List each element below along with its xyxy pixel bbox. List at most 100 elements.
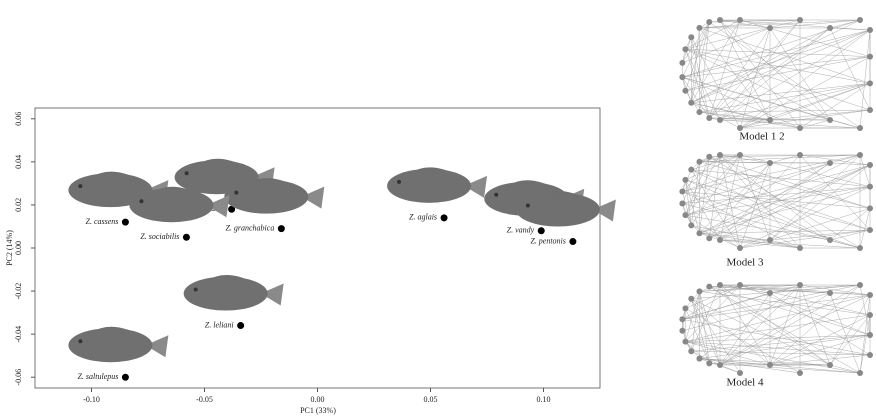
- point-label: Z. leliani: [205, 320, 234, 329]
- fish-eye: [234, 191, 238, 195]
- network-node: [696, 356, 702, 362]
- network-node: [696, 109, 702, 115]
- network-edge: [830, 120, 860, 128]
- network-node: [688, 222, 694, 228]
- network-node: [706, 284, 712, 290]
- fish-body: [516, 193, 600, 227]
- network-node: [737, 370, 743, 376]
- network-node: [688, 100, 694, 106]
- fish-eye: [139, 199, 143, 203]
- network-node: [767, 117, 773, 123]
- network-edge: [800, 155, 870, 230]
- network-edge: [685, 295, 870, 342]
- network-edge: [699, 291, 720, 365]
- network-node: [767, 362, 773, 368]
- x-tick-label: 0.00: [311, 395, 325, 404]
- y-tick-label: -0.02: [14, 283, 23, 300]
- network-node: [827, 25, 833, 31]
- network-node: [737, 245, 743, 251]
- fish-eye: [494, 193, 498, 197]
- network-edge: [685, 165, 870, 215]
- network-node: [696, 230, 702, 236]
- network-edge: [770, 110, 870, 120]
- network-edge: [830, 208, 870, 240]
- network-node: [867, 27, 873, 33]
- network-edge: [770, 293, 870, 355]
- network-node: [867, 292, 873, 298]
- network-edge: [720, 365, 740, 373]
- network-edge: [682, 77, 800, 128]
- network-edge: [682, 22, 709, 63]
- network-node: [682, 177, 688, 183]
- point: [569, 238, 576, 245]
- network-node: [797, 245, 803, 251]
- network-node: [706, 19, 712, 25]
- fish-eye: [78, 339, 82, 343]
- network-node: [696, 288, 702, 294]
- fish-eye: [185, 171, 189, 175]
- network-edge: [691, 351, 720, 365]
- model-label: Model 3: [727, 257, 764, 269]
- network-node: [688, 348, 694, 354]
- fish-body: [184, 277, 268, 311]
- network-node: [867, 227, 873, 233]
- point-label: Z. aglais: [409, 213, 437, 222]
- network-node: [867, 54, 873, 60]
- network-node: [717, 17, 723, 23]
- network-edge: [699, 291, 870, 315]
- network-edge: [720, 293, 770, 365]
- network-node: [867, 80, 873, 86]
- network-node: [867, 332, 873, 338]
- point: [237, 322, 244, 329]
- network-node: [857, 370, 863, 376]
- x-axis-label: PC1 (33%): [300, 406, 336, 415]
- network-node: [827, 362, 833, 368]
- network-node: [688, 296, 694, 302]
- network-node: [867, 352, 873, 358]
- network-node: [797, 125, 803, 131]
- network-node: [867, 162, 873, 168]
- network-node: [717, 152, 723, 158]
- network-edge: [720, 163, 830, 240]
- network-node: [867, 184, 873, 190]
- network-node: [767, 290, 773, 296]
- network-edge: [830, 315, 870, 365]
- network-edge: [830, 240, 860, 248]
- point-label: Z. cassens: [86, 217, 119, 226]
- fish-image: [387, 167, 487, 203]
- figure: PC1 (33%) PC2 (14%) Model 1 2 Model 3 Mo…: [0, 0, 876, 419]
- network-edge: [770, 155, 860, 240]
- point-label: Z. sociabilis: [140, 232, 179, 241]
- network-node: [682, 339, 688, 345]
- network-edge: [720, 165, 870, 240]
- network-edge: [740, 57, 870, 128]
- point: [183, 234, 190, 241]
- network-edge: [740, 285, 870, 335]
- network-edge: [720, 20, 800, 120]
- fish-body: [68, 328, 152, 362]
- y-axis-label: PC2 (14%): [5, 230, 14, 266]
- network-node: [706, 154, 712, 160]
- network-edge: [709, 20, 800, 118]
- network-node: [679, 188, 685, 194]
- network-edge: [685, 49, 830, 120]
- network-node: [867, 107, 873, 113]
- network-edge: [699, 83, 870, 112]
- network-node: [679, 74, 685, 80]
- fish-eye: [78, 184, 82, 188]
- network-node: [706, 115, 712, 121]
- network-node: [767, 237, 773, 243]
- network-node: [797, 17, 803, 23]
- y-tick-label: 0.02: [14, 198, 23, 212]
- network-node: [682, 305, 688, 311]
- x-tick-label: -0.10: [83, 395, 100, 404]
- network-node: [682, 46, 688, 52]
- network-edge: [699, 22, 709, 112]
- network-node: [737, 125, 743, 131]
- fish-eye: [397, 180, 401, 184]
- network-node: [797, 282, 803, 288]
- network-edge: [860, 30, 870, 128]
- network-edge: [720, 155, 740, 240]
- network-edge: [830, 28, 870, 30]
- network-edge: [720, 155, 800, 240]
